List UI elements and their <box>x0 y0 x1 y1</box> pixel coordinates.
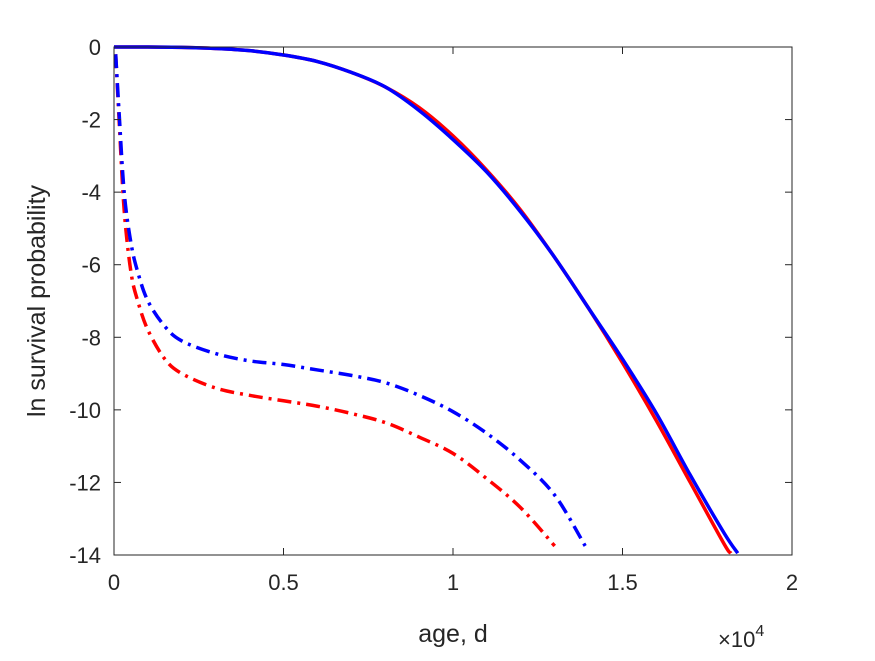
x-tick-label: 1 <box>447 570 459 595</box>
y-axis: 0 -2 -4 -6 -8 -10 -12 -14 <box>69 35 792 568</box>
y-tick-label: -2 <box>81 108 101 133</box>
x-tick-label: 1.5 <box>607 570 638 595</box>
y-tick-label: -6 <box>81 253 101 278</box>
y-tick-label: -4 <box>81 180 101 205</box>
y-tick-label: -12 <box>69 470 101 495</box>
series-layer <box>113 45 740 555</box>
y-tick-label: 0 <box>89 35 101 60</box>
x-tick-label: 0.5 <box>268 570 299 595</box>
x-axis-label: age, d <box>418 620 488 648</box>
x-tick-label: 2 <box>786 570 798 595</box>
x-exponent-power: 4 <box>755 623 764 640</box>
series-line-solid-blue <box>113 45 740 555</box>
y-tick-label: -10 <box>69 398 101 423</box>
series-line-dashdot-red <box>113 54 557 548</box>
x-tick-label: 0 <box>108 570 120 595</box>
x-axis: 0 0.5 1 1.5 2 <box>108 47 798 595</box>
x-exponent-base: ×10 <box>718 627 755 652</box>
y-tick-label: -14 <box>69 543 101 568</box>
x-exponent-label: ×104 <box>718 623 764 652</box>
plot-area <box>114 47 792 555</box>
y-axis-label: ln survival probability <box>23 184 51 417</box>
y-tick-label: -8 <box>81 325 101 350</box>
series-line-dashdot-blue <box>113 54 587 547</box>
